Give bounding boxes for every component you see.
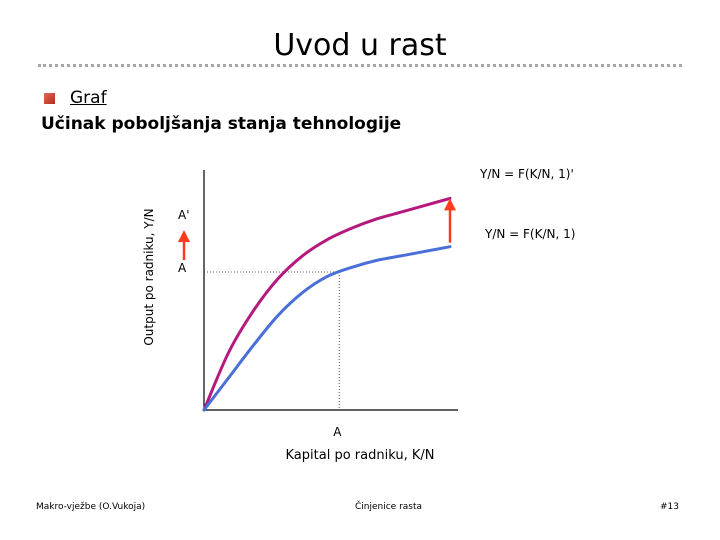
y-axis-label: Output po radniku, Y/N xyxy=(142,208,156,345)
output-increase-arrow xyxy=(178,230,190,260)
footer-topic: Činjenice rasta xyxy=(355,502,423,512)
y-tick-label-a-prime: A' xyxy=(178,208,190,222)
series-lines xyxy=(202,196,452,412)
x-axis-label: Kapital po radniku, K/N xyxy=(286,448,435,463)
series-line-original-technology xyxy=(202,245,452,412)
footer-author: Makro-vježbe (O.Vukoja) xyxy=(36,502,146,512)
curve-shift-arrow-head xyxy=(444,198,456,211)
bullet-text: Graf xyxy=(70,88,107,108)
chart-labels: Output po radniku, Y/N Kapital po radniku… xyxy=(142,167,575,463)
title-divider xyxy=(38,64,682,67)
series-line-improved-technology xyxy=(202,196,452,412)
curve-shift-arrow xyxy=(444,198,456,243)
y-tick-label-a: A xyxy=(178,261,187,275)
output-increase-arrow-head xyxy=(178,230,190,242)
series-label-improved-technology: Y/N = F(K/N, 1)' xyxy=(479,167,574,181)
guide-lines xyxy=(204,271,340,410)
footer-page-number: #13 xyxy=(660,502,679,512)
bullet-square-icon xyxy=(44,93,55,104)
slide-subtitle: Učinak poboljšanja stanja tehnologije xyxy=(41,114,402,134)
shift-arrows xyxy=(178,198,456,260)
x-tick-label-a: A xyxy=(333,425,342,439)
series-label-original-technology: Y/N = F(K/N, 1) xyxy=(484,227,575,241)
axes xyxy=(203,170,458,411)
slide-title: Uvod u rast xyxy=(273,28,447,63)
